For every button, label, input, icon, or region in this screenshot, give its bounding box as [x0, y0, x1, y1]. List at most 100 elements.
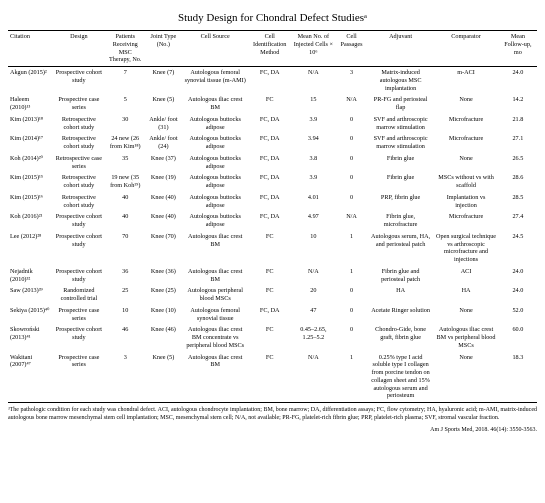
cell: FC	[248, 285, 292, 305]
cell: 0	[335, 172, 368, 192]
cell: None	[433, 352, 498, 403]
cell: Chondro-Gide, bone graft, fibrin glue	[368, 324, 433, 351]
cell: Knee (5)	[144, 352, 182, 403]
cell: Prospective cohort study	[52, 231, 107, 266]
cell: SVF and arthroscopic marrow stimulation	[368, 114, 433, 134]
cell: ACI	[433, 266, 498, 286]
cell: Microfracture	[433, 211, 498, 231]
cell: m-ACI	[433, 67, 498, 95]
cell: 0	[335, 133, 368, 153]
cell: Knee (40)	[144, 211, 182, 231]
cell: Autologous buttocks adipose	[182, 211, 247, 231]
cell: FC, DA	[248, 305, 292, 325]
table-row: Wakitani (2007)⁴⁷Prospective case series…	[8, 352, 537, 403]
cell: Acetate Ringer solution	[368, 305, 433, 325]
cell: Kim (2015)¹⁶	[8, 192, 52, 212]
cell: Knee (19)	[144, 172, 182, 192]
cell: 20	[292, 285, 336, 305]
col-patients: Patients Receiving MSC Therapy, No.	[106, 31, 144, 67]
table-row: Saw (2013)³⁹Randomized controlled trial2…	[8, 285, 537, 305]
cell: N/A	[292, 352, 336, 403]
cell: 24 new (26 from Kim¹⁸)	[106, 133, 144, 153]
source-citation: Am J Sports Med, 2018. 46(14): 3550-3563…	[8, 427, 537, 433]
cell: Lee (2012)²⁸	[8, 231, 52, 266]
col-comparator: Comparator	[433, 31, 498, 67]
cell: Ankle/ foot (24)	[144, 133, 182, 153]
cell: Fibrin glue	[368, 153, 433, 173]
cell: 0	[335, 285, 368, 305]
cell: Retrospective cohort study	[52, 114, 107, 134]
cell: HA	[368, 285, 433, 305]
cell: Autologous buttocks adipose	[182, 153, 247, 173]
cell: Knee (37)	[144, 153, 182, 173]
cell: Open surgical technique vs arthroscopic …	[433, 231, 498, 266]
col-citation: Citation	[8, 31, 52, 67]
cell: Retrospective cohort study	[52, 192, 107, 212]
table-row: Koh (2014)²⁰Retrospective case series35K…	[8, 153, 537, 173]
cell: 3.9	[292, 114, 336, 134]
cell: 3	[106, 352, 144, 403]
cell: Autologous serum, HA, and periosteal pat…	[368, 231, 433, 266]
cell: 10	[292, 231, 336, 266]
col-source: Cell Source	[182, 31, 247, 67]
table-row: Kim (2014)¹⁷Retrospective cohort study24…	[8, 133, 537, 153]
cell: FC, DA	[248, 172, 292, 192]
col-adjuvant: Adjuvant	[368, 31, 433, 67]
cell: 35	[106, 153, 144, 173]
cell: Autologous buttocks adipose	[182, 133, 247, 153]
cell: FC, DA	[248, 67, 292, 95]
cell: Saw (2013)³⁹	[8, 285, 52, 305]
cell: Fibrin glue and periosteal patch	[368, 266, 433, 286]
cell: 40	[106, 192, 144, 212]
cell: 30	[106, 114, 144, 134]
cell: 0	[335, 192, 368, 212]
cell: N/A	[335, 94, 368, 114]
cell: Knee (70)	[144, 231, 182, 266]
cell: None	[433, 153, 498, 173]
cell: Prospective case series	[52, 94, 107, 114]
cell: 52.0	[499, 305, 537, 325]
cell: 0	[335, 153, 368, 173]
col-followup: Mean Follow-up, mo	[499, 31, 537, 67]
cell: Akgun (2015)²	[8, 67, 52, 95]
table-row: Skowroński (2013)⁴¹Prospective cohort st…	[8, 324, 537, 351]
cell: 3	[335, 67, 368, 95]
cell: None	[433, 305, 498, 325]
cell: FC	[248, 266, 292, 286]
cell: 24.0	[499, 67, 537, 95]
cell: Retrospective cohort study	[52, 172, 107, 192]
col-ident: Cell Identification Method	[248, 31, 292, 67]
cell: 40	[106, 211, 144, 231]
cell: 3.9	[292, 172, 336, 192]
cell: FC, DA	[248, 114, 292, 134]
cell: 28.5	[499, 192, 537, 212]
cell: 28.6	[499, 172, 537, 192]
cell: Knee (25)	[144, 285, 182, 305]
cell: PR-FG and periosteal flap	[368, 94, 433, 114]
cell: Fibrin glue, microfracture	[368, 211, 433, 231]
cell: Retrospective case series	[52, 153, 107, 173]
cell: 0.25% type I acid soluble type I collage…	[368, 352, 433, 403]
cell: Skowroński (2013)⁴¹	[8, 324, 52, 351]
cell: 1	[335, 231, 368, 266]
table-row: Kim (2015)¹⁵Retrospective cohort study19…	[8, 172, 537, 192]
cell: 15	[292, 94, 336, 114]
table-footnote: ᵃThe pathologic condition for each study…	[8, 407, 537, 423]
cell: HA	[433, 285, 498, 305]
cell: 7	[106, 67, 144, 95]
table-row: Koh (2016)²¹Prospective cohort study40Kn…	[8, 211, 537, 231]
cell: Prospective cohort study	[52, 324, 107, 351]
cell: 46	[106, 324, 144, 351]
cell: Autologous iliac crest BM	[182, 231, 247, 266]
cell: FC	[248, 324, 292, 351]
table-row: Sekiya (2015)⁴⁰Prospective case series10…	[8, 305, 537, 325]
cell: FC, DA	[248, 211, 292, 231]
table-row: Akgun (2015)²Prospective cohort study7Kn…	[8, 67, 537, 95]
cell: 1	[335, 352, 368, 403]
cell: MSCs without vs with scaffold	[433, 172, 498, 192]
cell: Knee (40)	[144, 192, 182, 212]
cell: 27.1	[499, 133, 537, 153]
cell: Autologous femoral synovial tissue	[182, 305, 247, 325]
cell: Autologous femoral synovial tissue (m-AM…	[182, 67, 247, 95]
cell: Haleem (2010)¹³	[8, 94, 52, 114]
